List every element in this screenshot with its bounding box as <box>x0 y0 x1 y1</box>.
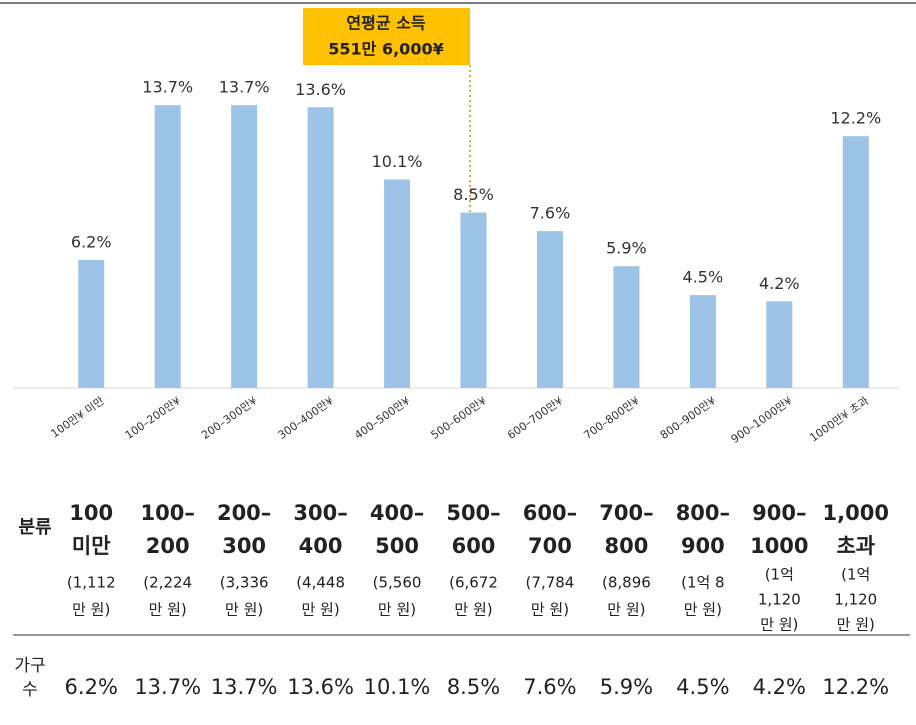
column-note: 만 원) <box>684 601 722 619</box>
row-value: 6.2% <box>65 675 118 699</box>
column-header: 200 <box>146 534 190 558</box>
x-tick-label: 600–700만¥ <box>505 394 565 442</box>
column-note: 만 원) <box>225 601 263 619</box>
bar <box>766 301 793 388</box>
data-label: 8.5% <box>453 185 494 204</box>
column-header: 700– <box>599 501 653 525</box>
row-value: 7.6% <box>523 675 576 699</box>
column-header: 300– <box>293 501 347 525</box>
data-label: 12.2% <box>830 109 881 128</box>
column-header: 1,000 <box>823 501 889 525</box>
column-note: (1,112 <box>67 574 116 592</box>
bar <box>842 136 869 388</box>
column-note: 만 원) <box>301 601 339 619</box>
row-label: 수 <box>22 680 38 700</box>
column-note: (5,560 <box>373 574 422 592</box>
x-tick-label: 500–600만¥ <box>429 394 489 442</box>
column-header: 900 <box>681 534 725 558</box>
annotation: 연평균 소득 <box>346 14 425 33</box>
bar <box>154 105 181 388</box>
row-value: 8.5% <box>447 675 500 699</box>
column-note: 만 원) <box>454 601 492 619</box>
x-tick-label: 100만¥ 미만 <box>49 394 107 440</box>
x-tick-label: 100–200만¥ <box>123 394 183 442</box>
column-header: 초과 <box>836 534 875 558</box>
column-note: 만 원) <box>72 601 110 619</box>
data-label: 13.6% <box>295 80 346 99</box>
column-header: 300 <box>222 534 266 558</box>
row-value: 12.2% <box>822 675 889 699</box>
column-header: 400– <box>370 501 424 525</box>
column-note: (1억 <box>841 566 870 584</box>
column-note: 1,120 <box>834 591 877 609</box>
bar <box>689 295 716 388</box>
column-header: 800– <box>676 501 730 525</box>
row-value: 4.2% <box>753 675 806 699</box>
row-label: 가구 <box>14 656 45 676</box>
column-header: 미만 <box>72 534 111 558</box>
bar <box>307 107 334 388</box>
column-header: 700 <box>528 534 572 558</box>
row-value: 5.9% <box>600 675 653 699</box>
column-note: (8,896 <box>602 574 651 592</box>
row-value: 13.6% <box>287 675 354 699</box>
column-note: 만 원) <box>837 616 875 634</box>
x-tick-label: 800–900만¥ <box>658 394 718 442</box>
column-header: 100– <box>141 501 195 525</box>
x-tick-label: 300–400만¥ <box>276 394 336 442</box>
column-note: (1억 8 <box>681 574 725 592</box>
data-label: 4.5% <box>683 268 724 287</box>
column-note: 1,120 <box>758 591 801 609</box>
row-value: 13.7% <box>134 675 201 699</box>
column-note: 만 원) <box>531 601 569 619</box>
data-label: 13.7% <box>219 78 270 97</box>
x-tick-label: 200–300만¥ <box>199 394 259 442</box>
annotation-box <box>303 8 470 65</box>
column-header: 1000 <box>750 534 808 558</box>
column-header: 100 <box>69 501 113 525</box>
column-header: 600– <box>523 501 577 525</box>
column-note: (1억 <box>765 566 794 584</box>
x-tick-label: 900–1000만¥ <box>729 394 795 446</box>
data-label: 6.2% <box>71 233 112 252</box>
data-label: 5.9% <box>606 239 647 258</box>
column-note: (4,448 <box>296 574 345 592</box>
data-label: 7.6% <box>530 204 571 223</box>
x-tick-label: 400–500만¥ <box>352 394 412 442</box>
column-header: 500– <box>446 501 500 525</box>
column-note: (3,336 <box>220 574 269 592</box>
data-label: 13.7% <box>142 78 193 97</box>
bar <box>78 260 105 388</box>
column-header: 600 <box>452 534 496 558</box>
bar <box>231 105 258 388</box>
x-tick-label: 700–800만¥ <box>581 394 641 442</box>
column-note: 만 원) <box>149 601 187 619</box>
row-value: 10.1% <box>364 675 431 699</box>
table-header-label: 분류 <box>18 517 51 538</box>
bar <box>384 179 411 388</box>
row-value: 4.5% <box>676 675 729 699</box>
column-header: 500 <box>375 534 419 558</box>
column-header: 900– <box>752 501 806 525</box>
bar <box>613 266 640 388</box>
column-note: (2,224 <box>143 574 192 592</box>
data-label: 10.1% <box>372 152 423 171</box>
column-header: 400 <box>299 534 343 558</box>
bar <box>460 212 487 388</box>
bar <box>536 231 563 388</box>
row-value: 13.7% <box>211 675 278 699</box>
column-header: 200– <box>217 501 271 525</box>
column-note: (7,784 <box>526 574 575 592</box>
x-tick-label: 1000만¥ 초과 <box>807 394 871 444</box>
column-header: 800 <box>604 534 648 558</box>
data-label: 4.2% <box>759 274 800 293</box>
column-note: (6,672 <box>449 574 498 592</box>
column-note: 만 원) <box>378 601 416 619</box>
annotation: 551만 6,000¥ <box>328 40 443 59</box>
column-note: 만 원) <box>760 616 798 634</box>
column-note: 만 원) <box>607 601 645 619</box>
